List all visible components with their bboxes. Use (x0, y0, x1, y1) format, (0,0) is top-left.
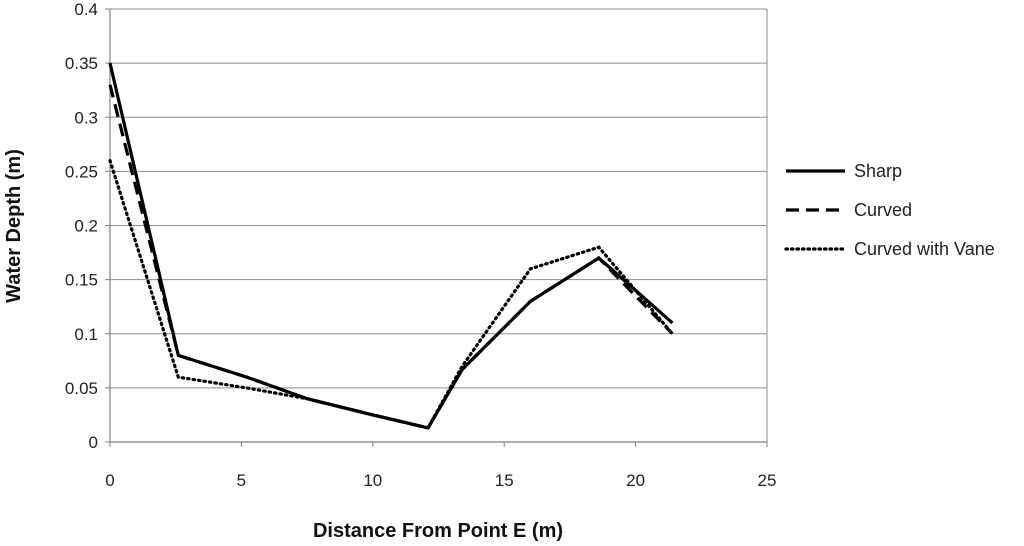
x-tick-label: 10 (363, 471, 382, 490)
y-tick-label: 0.15 (65, 271, 98, 290)
series-lines (108, 62, 675, 430)
y-tick-label: 0.4 (74, 0, 98, 19)
gridlines (110, 8, 767, 389)
y-tick-label: 0.35 (65, 54, 98, 73)
series-line-sharp (108, 62, 674, 430)
y-tick-label: 0 (89, 433, 98, 452)
legend-label: Curved with Vane (854, 239, 995, 259)
y-axis-title: Water Depth (m) (3, 149, 25, 303)
x-tick-label: 0 (105, 471, 114, 490)
axes (105, 8, 768, 447)
y-tick-label: 0.2 (74, 217, 98, 236)
x-tick-label: 20 (626, 471, 645, 490)
y-tick-label: 0.3 (74, 108, 98, 127)
y-tick-label: 0.1 (74, 325, 98, 344)
tick-labels: 0 0.05 0.1 0.15 0.2 0.25 0.3 0.35 0.4 0 5 10 15 20 25 (65, 0, 777, 490)
series-line-curved-with-vane (108, 159, 675, 430)
y-tick-label: 0.25 (65, 162, 98, 181)
x-tick-label: 15 (495, 471, 514, 490)
series-line-curved (108, 84, 674, 430)
x-tick-label: 5 (237, 471, 246, 490)
x-tick-label: 25 (758, 471, 777, 490)
y-tick-label: 0.05 (65, 379, 98, 398)
legend-label: Sharp (854, 161, 902, 181)
x-axis-title: Distance From Point E (m) (313, 520, 563, 542)
legend-label: Curved (854, 200, 912, 220)
legend: Sharp Curved Curved with Vane (784, 161, 995, 259)
